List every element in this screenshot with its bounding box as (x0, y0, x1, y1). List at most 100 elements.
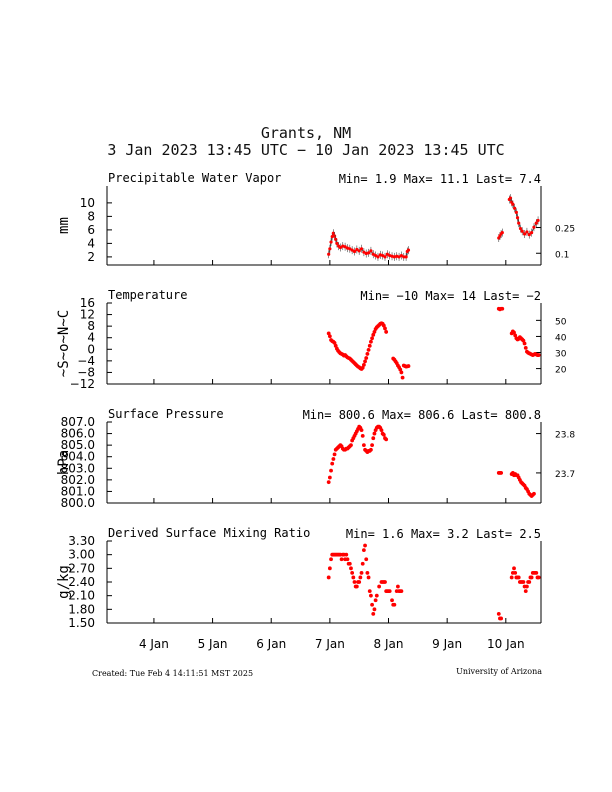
data-point (523, 345, 528, 350)
data-point (327, 252, 331, 256)
data-point (370, 602, 374, 607)
data-point (384, 437, 389, 442)
y-tick-label: 2.70 (68, 561, 95, 575)
data-point (327, 475, 332, 480)
data-point (522, 232, 527, 236)
data-point (367, 343, 372, 348)
y-tick-label: −8 (77, 365, 95, 379)
data-point (500, 230, 504, 235)
data-point (371, 252, 375, 256)
station-title: Grants, NM (260, 124, 352, 142)
data-point (521, 338, 526, 343)
data-point (523, 589, 528, 594)
data-point (343, 245, 347, 249)
data-point (402, 255, 406, 259)
data-point (369, 249, 373, 253)
data-point (359, 570, 364, 575)
data-point (349, 443, 353, 448)
data-point (387, 589, 392, 594)
x-tick-label: 8 Jan (374, 637, 404, 651)
data-point (350, 248, 354, 252)
y-axis-label: g/kg (56, 565, 72, 599)
panel-stats: Min= 800.6 Max= 806.6 Last= 800.8 (303, 408, 541, 422)
data-point (381, 432, 386, 437)
y-tick-label: 803.0 (61, 461, 95, 475)
data-point (512, 330, 516, 335)
data-point (499, 616, 504, 621)
data-point (512, 566, 516, 571)
data-point (369, 447, 373, 452)
y2-tick-label: 0.1 (555, 250, 569, 260)
y-tick-label: 802.0 (61, 473, 95, 487)
data-point (350, 570, 355, 575)
data-point (508, 196, 513, 200)
data-point (400, 375, 405, 380)
data-point (338, 245, 343, 250)
data-point (372, 431, 377, 436)
y-tick-label: 10 (80, 196, 95, 210)
y-tick-label: 2 (87, 250, 95, 264)
data-point (532, 225, 536, 229)
created-note: Created: Tue Feb 4 14:11:51 MST 2025 (92, 669, 254, 678)
data-point (395, 584, 400, 589)
data-point (362, 250, 366, 254)
y-tick-label: 805.0 (61, 438, 95, 452)
data-point (366, 575, 371, 580)
data-point (347, 561, 352, 566)
data-point (509, 575, 514, 580)
data-point (358, 575, 363, 580)
data-point (365, 352, 370, 356)
data-point (372, 607, 377, 612)
y-tick-label: 1.80 (68, 602, 95, 616)
y-tick-label: −4 (77, 354, 95, 368)
data-point (521, 580, 526, 584)
data-point (513, 333, 518, 338)
y-tick-label: 801.0 (61, 484, 95, 498)
data-point (345, 557, 350, 562)
x-tick-label: 9 Jan (432, 637, 462, 651)
data-point (377, 584, 382, 589)
data-point (360, 561, 365, 566)
data-point (399, 589, 404, 594)
y-axis-label: hPa (56, 450, 72, 475)
data-point (354, 584, 359, 589)
y-tick-label: 804.0 (61, 450, 95, 464)
data-point (359, 428, 364, 432)
y-tick-label: 4 (87, 236, 95, 250)
data-point (392, 602, 397, 607)
data-point (534, 570, 539, 575)
data-point (514, 210, 518, 214)
data-point (335, 241, 339, 245)
y-tick-label: 8 (87, 209, 95, 223)
data-point (326, 331, 331, 336)
data-point (536, 218, 540, 223)
data-point (536, 575, 541, 580)
x-tick-label: 5 Jan (198, 637, 228, 651)
panel-stats: Min= −10 Max= 14 Last= −2 (360, 289, 541, 303)
y-tick-label: 800.0 (61, 496, 95, 510)
data-point (515, 216, 520, 220)
y-axis-label: ~S~o~N~C (56, 310, 72, 377)
data-point (525, 230, 529, 234)
data-point (369, 593, 373, 598)
y-tick-label: 3.00 (68, 548, 95, 562)
panel-stats: Min= 1.9 Max= 11.1 Last= 7.4 (339, 172, 541, 186)
data-point (365, 570, 370, 575)
data-point (355, 247, 359, 252)
data-point (390, 598, 394, 603)
data-point (363, 543, 367, 548)
data-point (397, 255, 401, 259)
data-point (374, 593, 379, 598)
data-point (404, 255, 408, 259)
panel-title: Temperature (108, 288, 187, 302)
data-point (536, 353, 541, 357)
y-tick-label: 12 (80, 308, 95, 322)
data-point (357, 249, 361, 253)
data-point (500, 306, 505, 311)
data-point (399, 370, 404, 375)
y-tick-label: 4 (87, 331, 95, 345)
data-point (351, 575, 356, 580)
y-tick-label: 806.0 (61, 427, 95, 441)
data-point (534, 221, 538, 225)
data-point (372, 330, 377, 334)
